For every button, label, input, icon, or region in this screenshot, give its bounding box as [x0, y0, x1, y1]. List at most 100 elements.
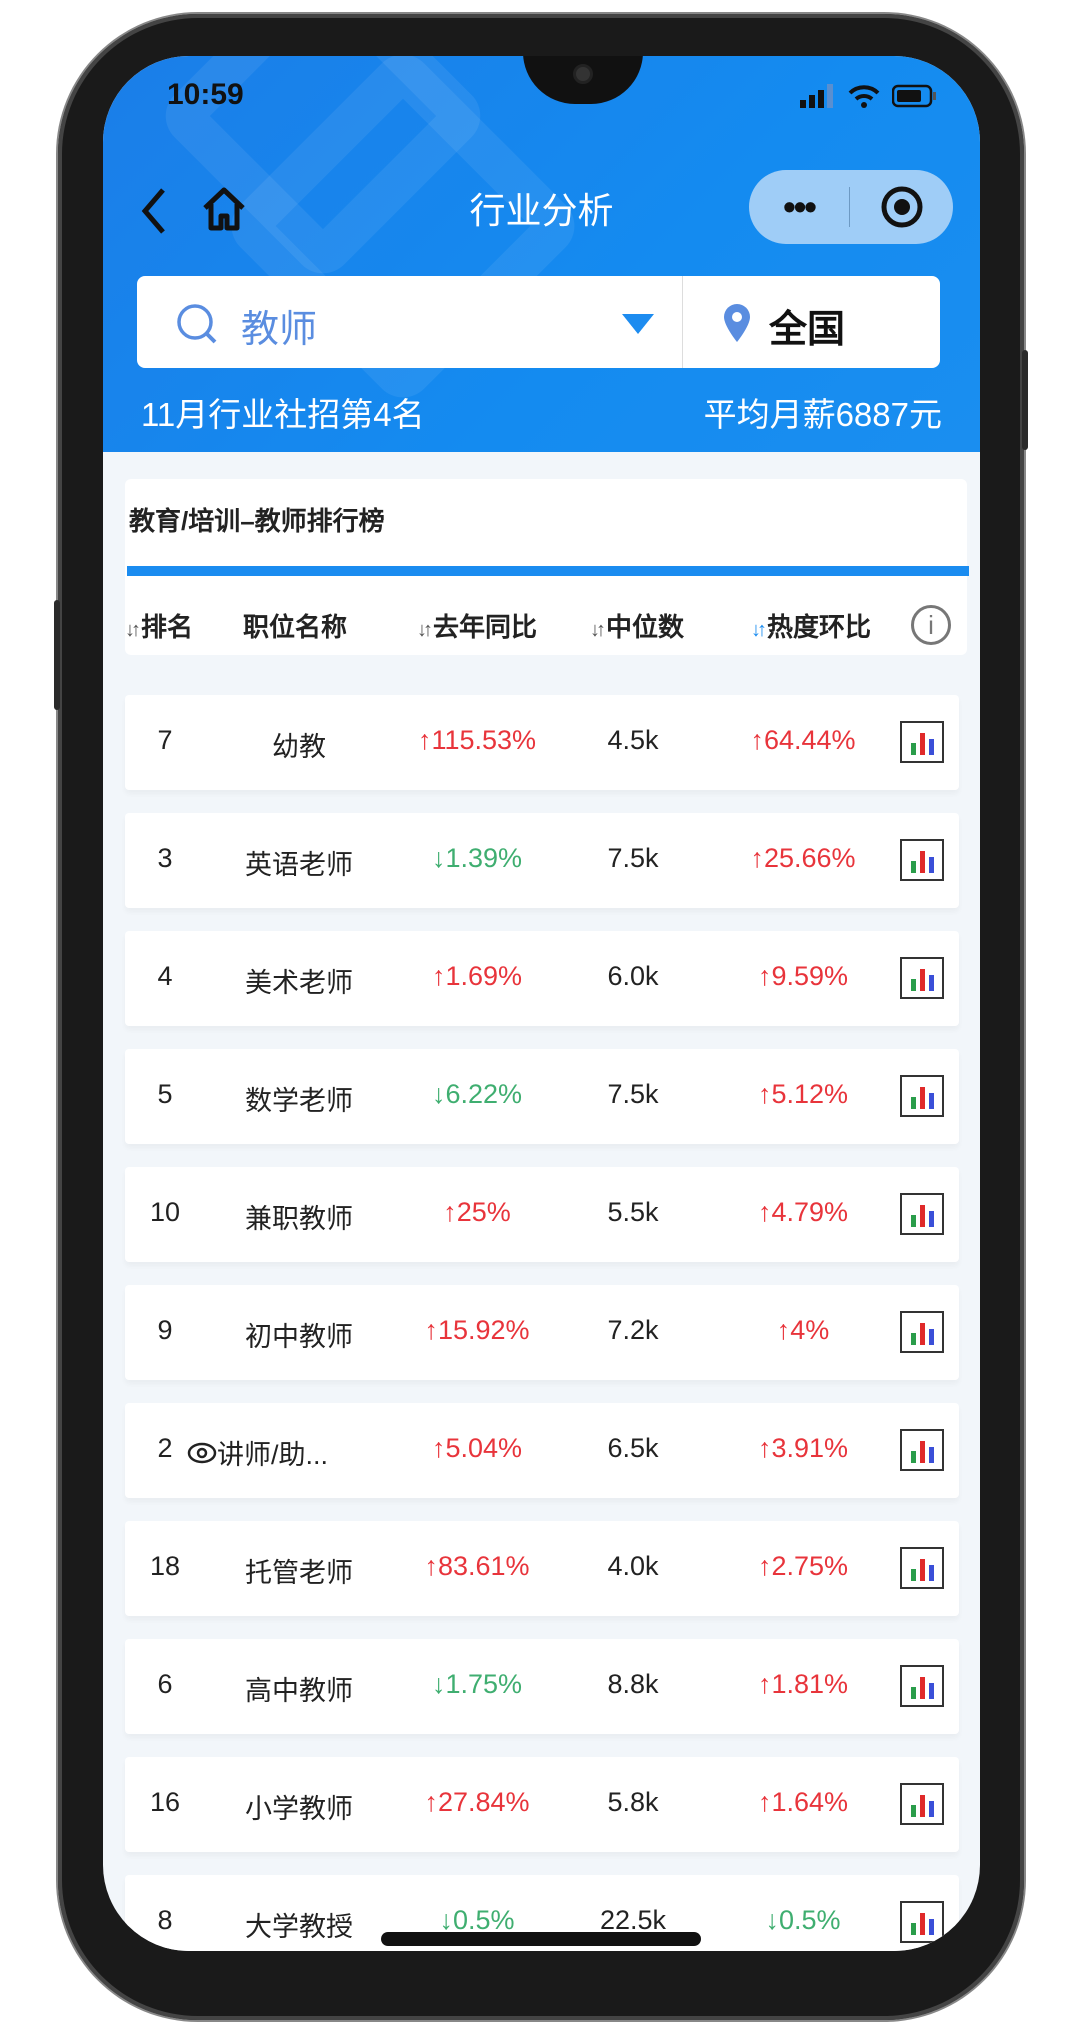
heat-change: ↑1.81%: [757, 1669, 849, 1699]
header-median[interactable]: ↓↑ 中位数: [590, 607, 684, 644]
yoy-change: ↑15.92%: [424, 1315, 530, 1345]
sort-icon: ↓↑: [590, 619, 606, 641]
table-row[interactable]: 2 讲师/助... ↑5.04% 6.5k ↑3.91%: [125, 1403, 959, 1498]
close-button[interactable]: [850, 185, 953, 229]
power-button: [1022, 350, 1028, 450]
header-rank[interactable]: ↓↑ 排名: [125, 607, 193, 644]
table-row[interactable]: 18 托管老师 ↑83.61% 4.0k ↑2.75%: [125, 1521, 959, 1616]
location-selector[interactable]: 全国: [769, 309, 846, 351]
bar-chart-icon[interactable]: [900, 1075, 944, 1117]
search-bar: 教师 全国: [137, 276, 940, 368]
heat-change: ↑1.64%: [757, 1787, 849, 1817]
bar-chart-icon[interactable]: [900, 1547, 944, 1589]
header-yoy[interactable]: ↓↑ 去年同比: [417, 607, 537, 644]
header-label: 热度环比: [767, 612, 872, 642]
header: 10:59 行业分析 ••• 教师 全国 11月行业社招第4名 平均月薪6887…: [103, 56, 980, 452]
heat-change: ↑9.59%: [757, 961, 849, 991]
median-salary: 8.8k: [607, 1669, 659, 1699]
yoy-change: ↓6.22%: [431, 1079, 523, 1109]
search-icon: [177, 304, 217, 344]
chevron-left-icon: [141, 188, 165, 234]
camera: [573, 64, 593, 84]
yoy-change: ↑25%: [443, 1197, 511, 1227]
table-row[interactable]: 7 幼教 ↑115.53% 4.5k ↑64.44%: [125, 695, 959, 790]
bar-chart-icon[interactable]: [900, 1901, 944, 1943]
median-salary: 7.5k: [607, 1079, 659, 1109]
median-salary: 7.5k: [607, 843, 659, 873]
header-name: 职位名称: [243, 612, 348, 642]
median-salary: 6.5k: [607, 1433, 659, 1463]
divider: [849, 187, 850, 227]
dropdown-caret-icon[interactable]: [622, 314, 654, 334]
heat-change: ↑4%: [776, 1315, 830, 1345]
home-icon: [203, 187, 245, 231]
table-row[interactable]: 9 初中教师 ↑15.92% 7.2k ↑4%: [125, 1285, 959, 1380]
table-row[interactable]: 5 数学老师 ↓6.22% 7.5k ↑5.12%: [125, 1049, 959, 1144]
job-name: 小学教师: [245, 1794, 353, 1824]
job-name: 英语老师: [245, 850, 353, 880]
yoy-change: ↓1.75%: [431, 1669, 523, 1699]
bar-chart-icon[interactable]: [900, 839, 944, 881]
heat-change: ↑5.12%: [757, 1079, 849, 1109]
bar-chart-icon[interactable]: [900, 957, 944, 999]
table-row[interactable]: 4 美术老师 ↑1.69% 6.0k ↑9.59%: [125, 931, 959, 1026]
info-icon[interactable]: i: [911, 605, 951, 645]
target-icon: [881, 186, 922, 228]
job-name: 讲师/助...: [217, 1440, 329, 1470]
bar-chart-icon[interactable]: [900, 1193, 944, 1235]
yoy-change: ↑5.04%: [431, 1433, 523, 1463]
battery-icon: [892, 84, 936, 108]
ranking-card: 教育/培训–教师排行榜 ↓↑ 排名 职位名称 ↓↑ 去年同比 ↓↑ 中位数 ↓↑ 热度环…: [125, 479, 969, 655]
wifi-icon: [848, 85, 880, 108]
table-row[interactable]: 16 小学教师 ↑27.84% 5.8k ↑1.64%: [125, 1757, 959, 1852]
page-title: 行业分析: [469, 190, 614, 231]
yoy-change: ↓0.5%: [439, 1905, 515, 1935]
median-salary: 4.5k: [607, 725, 659, 755]
heat-change: ↑3.91%: [757, 1433, 849, 1463]
sort-icon: ↓↑: [417, 619, 433, 641]
divider: [682, 276, 683, 368]
bar-chart-icon[interactable]: [900, 1665, 944, 1707]
rank: 16: [149, 1787, 181, 1817]
header-label: 中位数: [606, 612, 685, 642]
median-salary: 4.0k: [607, 1551, 659, 1581]
rank: 7: [157, 725, 173, 755]
job-name: 大学教授: [245, 1912, 353, 1942]
bar-chart-icon[interactable]: [900, 1311, 944, 1353]
bar-chart-icon[interactable]: [900, 1429, 944, 1471]
rank: 4: [157, 961, 173, 991]
job-name: 美术老师: [245, 968, 353, 998]
accent-bar: [127, 566, 969, 576]
bar-chart-icon[interactable]: [900, 721, 944, 763]
table-row[interactable]: 10 兼职教师 ↑25% 5.5k ↑4.79%: [125, 1167, 959, 1262]
median-salary: 6.0k: [607, 961, 659, 991]
rank: 10: [149, 1197, 181, 1227]
job-name: 数学老师: [245, 1086, 353, 1116]
rank: 3: [157, 843, 173, 873]
job-name: 高中教师: [245, 1676, 353, 1706]
header-heat[interactable]: ↓↑ 热度环比: [751, 607, 871, 644]
back-button[interactable]: [139, 186, 169, 244]
yoy-change: ↑83.61%: [424, 1551, 530, 1581]
heat-change: ↑2.75%: [757, 1551, 849, 1581]
status-icons: [800, 84, 938, 108]
median-salary: 5.8k: [607, 1787, 659, 1817]
bar-chart-icon[interactable]: [900, 1783, 944, 1825]
table-row[interactable]: 6 高中教师 ↓1.75% 8.8k ↑1.81%: [125, 1639, 959, 1734]
screen: 10:59 行业分析 ••• 教师 全国 11月行业社招第4名 平均月薪6887…: [103, 56, 980, 1951]
home-indicator[interactable]: [381, 1932, 701, 1946]
search-input[interactable]: 教师: [241, 309, 318, 351]
header-label: 排名: [141, 612, 194, 642]
average-salary: 平均月薪6887元: [703, 396, 942, 433]
job-name: 幼教: [272, 732, 326, 762]
home-button[interactable]: [199, 184, 249, 239]
yoy-change: ↑115.53%: [417, 725, 537, 755]
table-row[interactable]: 3 英语老师 ↓1.39% 7.5k ↑25.66%: [125, 813, 959, 908]
median-salary: 7.2k: [607, 1315, 659, 1345]
card-title: 教育/培训–教师排行榜: [129, 506, 385, 536]
header-label: 去年同比: [433, 612, 538, 642]
yoy-change: ↑27.84%: [424, 1787, 530, 1817]
yoy-change: ↑1.69%: [431, 961, 523, 991]
more-button[interactable]: •••: [783, 186, 817, 227]
signal-icon: [800, 84, 833, 108]
